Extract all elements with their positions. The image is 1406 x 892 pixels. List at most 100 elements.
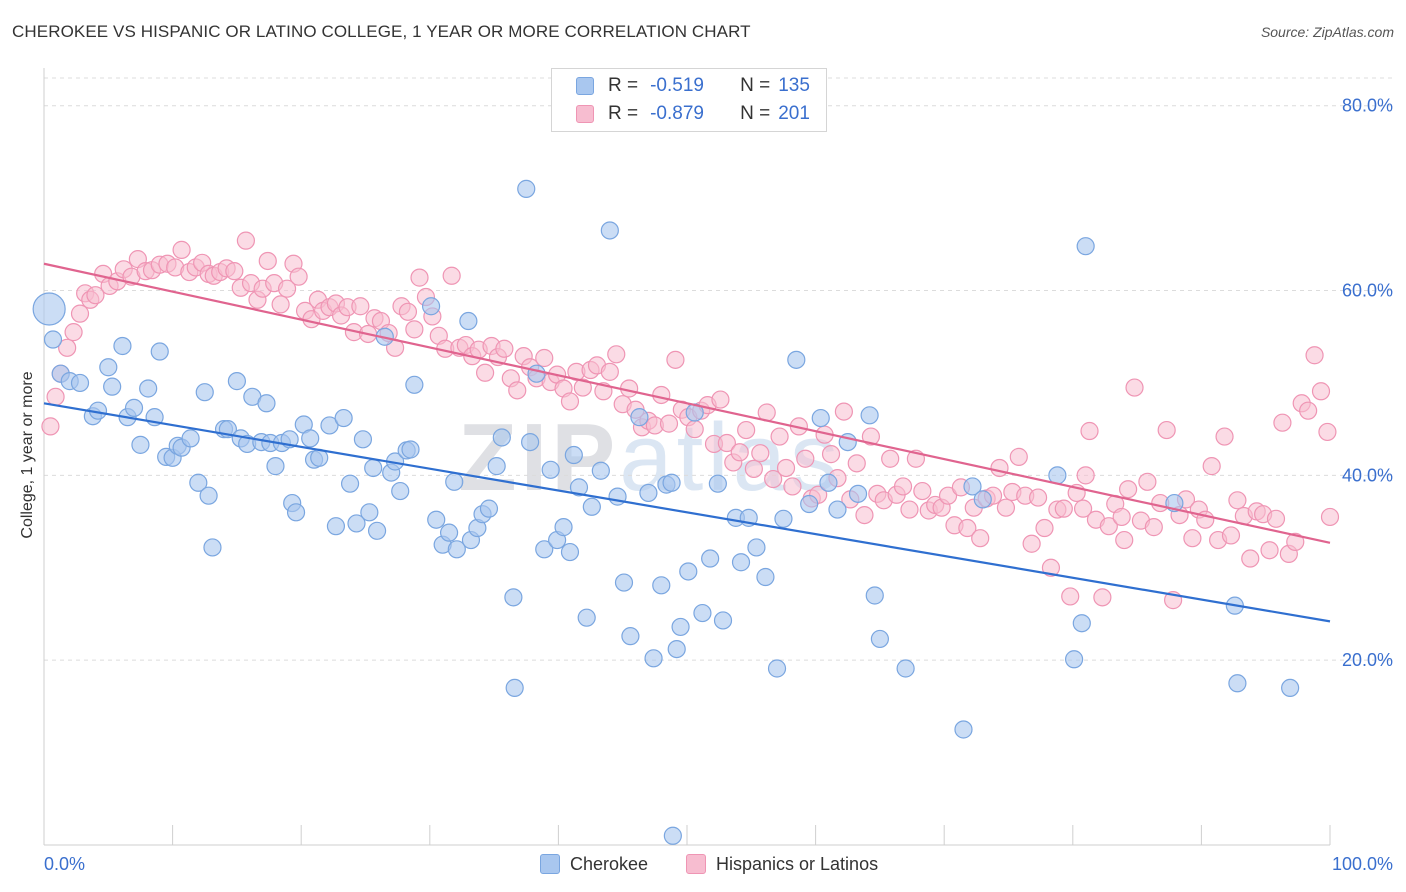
cherokee-point <box>447 540 466 559</box>
cherokee-point <box>708 474 727 493</box>
cherokee-point <box>679 562 698 581</box>
hispanic-point <box>1260 541 1279 560</box>
hispanic-point <box>996 498 1016 517</box>
hispanic-point <box>737 420 756 440</box>
r-label: R = <box>608 75 639 96</box>
n-value: 201 <box>778 103 810 124</box>
hispanic-legend-label: Hispanics or Latinos <box>716 853 879 874</box>
hispanic-point <box>1241 549 1260 568</box>
cherokee-point <box>266 457 285 476</box>
cherokee-point <box>301 429 320 448</box>
hispanic-point <box>1157 420 1176 440</box>
cherokee-point <box>360 503 379 522</box>
hispanic-point <box>1112 507 1131 527</box>
hispanic-point <box>1009 447 1028 466</box>
hispanic-point <box>776 458 796 478</box>
hispanic-point <box>410 268 429 287</box>
cherokee-point <box>401 440 420 459</box>
cherokee-point <box>203 538 222 557</box>
r-value: -0.879 <box>650 103 704 124</box>
watermark-zip: ZIP <box>458 404 619 511</box>
cherokee-point <box>954 720 973 739</box>
cherokee-point <box>505 678 524 698</box>
hispanic-point <box>744 459 763 478</box>
hispanic-point <box>1266 509 1286 528</box>
correlation-legend: R = -0.519 N = 135 R = -0.879 N = 201 <box>551 68 827 132</box>
cherokee-point <box>326 517 346 536</box>
hispanic-point <box>1144 518 1163 537</box>
hispanic-point <box>70 304 90 323</box>
hispanic-point <box>990 458 1009 478</box>
cherokee-point <box>286 503 306 522</box>
cherokee-point <box>713 611 733 630</box>
cherokee-point <box>189 473 208 492</box>
cherokee-point <box>70 373 90 393</box>
cherokee-point <box>848 484 868 503</box>
hispanic-point <box>751 444 770 463</box>
hispanic-point <box>225 262 244 281</box>
cherokee-point <box>181 429 200 448</box>
cherokee-point <box>227 372 246 391</box>
cherokee-point <box>554 518 573 537</box>
hispanic-point <box>1215 427 1234 446</box>
hispanic-point <box>495 339 514 358</box>
chart-title: CHEROKEE VS HISPANIC OR LATINO COLLEGE, … <box>12 22 751 41</box>
hispanic-point <box>847 454 866 473</box>
hispanic-point <box>289 267 308 286</box>
cherokee-point <box>569 478 589 497</box>
hispanic-point <box>475 363 495 382</box>
cherokee-point <box>774 509 793 528</box>
legend-row-cherokee: R = -0.519 N = 135 <box>576 74 810 98</box>
hispanic-point <box>770 427 789 446</box>
n-label: N = <box>740 75 771 96</box>
hispanic-point <box>1320 507 1340 527</box>
cherokee-point <box>582 497 601 516</box>
tick-labels: 20.0% 40.0% 60.0% 80.0% 0.0% 100.0% <box>44 96 1393 874</box>
hispanic-point <box>405 320 424 339</box>
hispanic-point <box>236 231 256 250</box>
hispanic-point <box>821 445 841 464</box>
x-tick-label: 100.0% <box>1332 854 1393 874</box>
hispanic-point <box>1273 413 1292 432</box>
hispanic-point <box>560 392 580 411</box>
y-tick-label: 40.0% <box>1342 465 1393 485</box>
cherokee-point <box>131 435 150 454</box>
hispanic-point <box>508 381 527 400</box>
cherokee-point <box>1281 678 1300 698</box>
cherokee-point <box>445 472 464 491</box>
hispanic-point <box>1041 558 1061 577</box>
hispanic-point <box>172 240 191 259</box>
cherokee-point <box>870 629 890 649</box>
cherokee-point <box>1064 650 1084 669</box>
legend-item-hispanic[interactable]: Hispanics or Latinos <box>686 852 878 876</box>
hispanic-point <box>1022 534 1041 553</box>
hispanic-point <box>573 378 592 397</box>
cherokee-point <box>819 473 838 492</box>
cherokee-point <box>427 510 446 529</box>
cherokee-legend-label: Cherokee <box>570 853 649 874</box>
trend-lines <box>43 262 1331 623</box>
cherokee-point <box>199 486 218 505</box>
hispanic-point <box>900 500 919 519</box>
cherokee-point <box>139 379 158 398</box>
cherokee-point <box>353 430 373 449</box>
r-value: -0.519 <box>650 75 704 96</box>
hispanic-point <box>861 427 880 446</box>
cherokee-point <box>405 375 424 394</box>
cherokee-point <box>663 826 682 845</box>
n-label: N = <box>740 103 771 124</box>
hispanic-point <box>855 505 874 525</box>
cherokee-point <box>614 573 634 592</box>
cherokee-point <box>320 416 339 435</box>
hispanic-point <box>1080 421 1099 441</box>
r-label: R = <box>608 103 639 124</box>
hispanic-point <box>881 449 900 468</box>
hispanic-point <box>1035 518 1054 538</box>
cherokee-point <box>492 428 511 447</box>
legend-item-cherokee[interactable]: Cherokee <box>540 852 648 876</box>
y-tick-label: 20.0% <box>1342 650 1393 670</box>
hispanic-point <box>258 251 277 271</box>
cherokee-point <box>347 514 366 533</box>
cherokee-point <box>701 549 720 568</box>
